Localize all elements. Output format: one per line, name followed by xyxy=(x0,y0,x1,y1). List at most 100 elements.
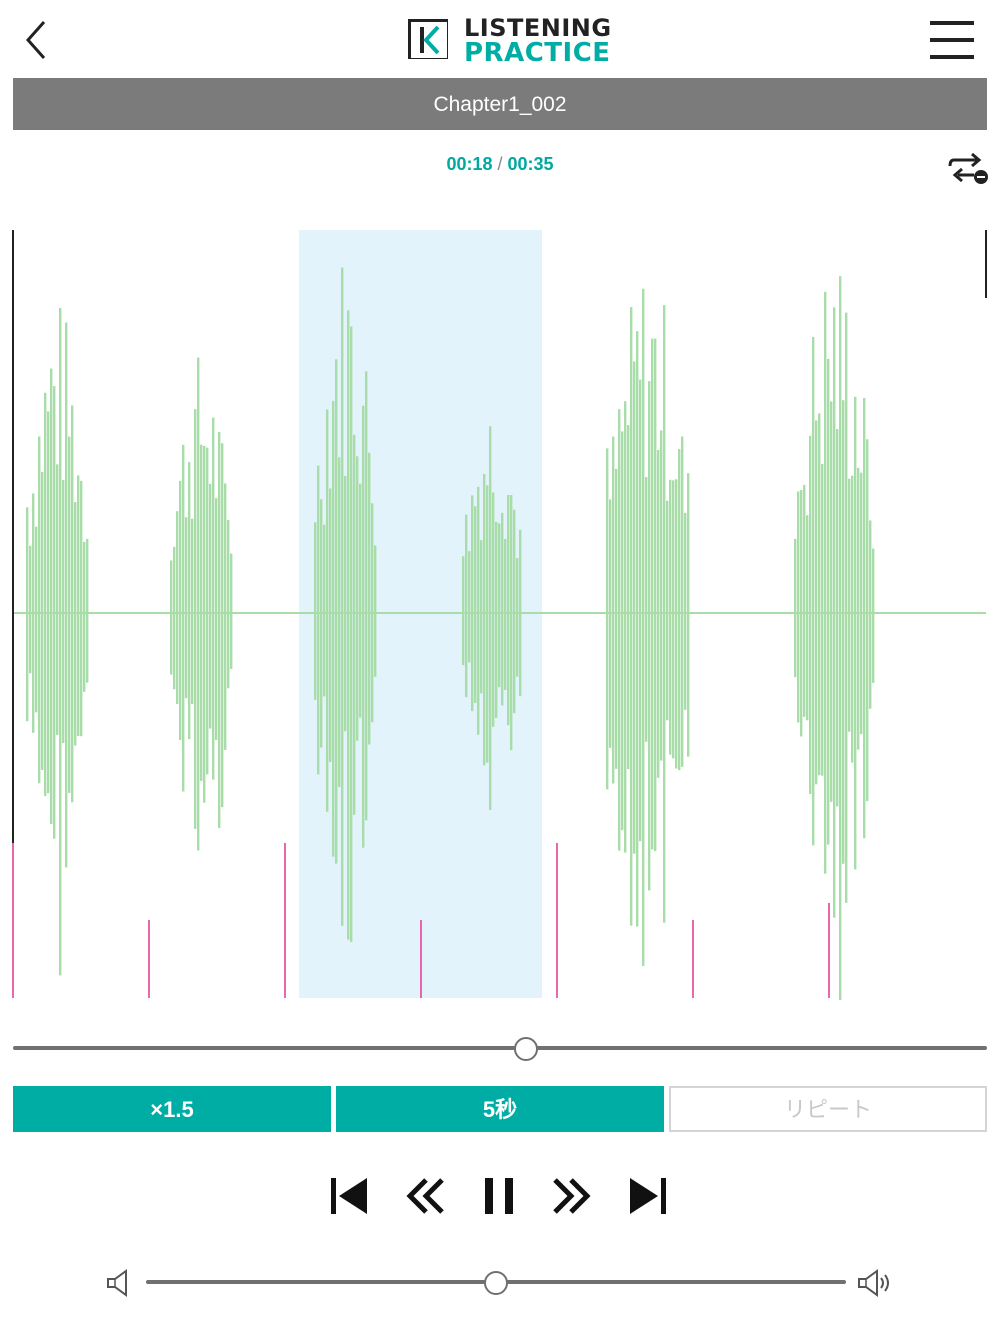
waveform-bar xyxy=(863,398,866,839)
total-time: 00:35 xyxy=(507,154,554,174)
repeat-one-icon xyxy=(948,152,988,184)
waveform-bar xyxy=(182,444,185,792)
waveform-bar xyxy=(507,495,510,726)
waveform-bar xyxy=(221,443,224,808)
waveform-bar xyxy=(329,488,332,762)
volume-thumb[interactable] xyxy=(484,1271,508,1295)
waveform-bar xyxy=(794,538,797,678)
waveform-bar xyxy=(209,483,212,729)
waveform-bar xyxy=(218,431,221,829)
waveform-bar xyxy=(203,445,206,803)
waveform-bar xyxy=(809,435,812,795)
waveform-bar xyxy=(353,434,356,815)
waveform-bar xyxy=(633,361,636,854)
waveform-bar xyxy=(468,551,471,663)
waveform-bar xyxy=(74,502,77,746)
waveform-bar xyxy=(341,267,344,926)
fast-forward-button[interactable] xyxy=(547,1172,595,1220)
skip-next-icon xyxy=(630,1178,666,1214)
waveform-bar xyxy=(374,545,377,677)
waveform-bar xyxy=(335,359,338,864)
waveform-bar xyxy=(675,479,678,769)
waveform-bar xyxy=(47,411,50,794)
waveform-bar xyxy=(666,500,669,721)
waveform-bar xyxy=(836,429,839,807)
skip-next-button[interactable] xyxy=(624,1172,672,1220)
pause-button[interactable] xyxy=(476,1172,524,1220)
waveform-bar xyxy=(83,541,86,692)
waveform-bar xyxy=(471,495,474,712)
waveform-bar xyxy=(642,288,645,967)
waveform-bar xyxy=(80,480,83,737)
seek-bar[interactable] xyxy=(13,1046,987,1050)
rewind-icon xyxy=(406,1178,444,1214)
hamburger-menu-icon xyxy=(930,21,974,59)
repeat-toggle-button[interactable] xyxy=(948,150,990,188)
current-time: 00:18 xyxy=(446,154,493,174)
waveform-bar xyxy=(513,509,516,714)
waveform-bar xyxy=(68,436,71,793)
waveform-bar xyxy=(176,511,179,705)
volume-high-button[interactable] xyxy=(856,1268,896,1298)
waveform-bar xyxy=(636,331,639,927)
waveform-bar xyxy=(654,338,657,852)
playback-speed-button[interactable]: ×1.5 xyxy=(13,1086,331,1132)
waveform-bar xyxy=(480,540,483,694)
waveform-bar xyxy=(188,462,191,740)
waveform-bar xyxy=(681,436,684,767)
waveform-bar xyxy=(851,475,854,763)
track-title: Chapter1_002 xyxy=(13,78,987,130)
waveform-bar xyxy=(860,472,863,735)
waveform-bar xyxy=(326,409,329,812)
waveform-bar xyxy=(866,439,869,802)
volume-low-button[interactable] xyxy=(104,1268,136,1298)
waveform-bar xyxy=(356,456,359,741)
waveform-bar xyxy=(362,405,365,848)
logo-mark-icon xyxy=(408,19,448,59)
waveform-bar xyxy=(872,548,875,683)
waveform-bar xyxy=(215,498,218,741)
waveform-bar xyxy=(365,371,368,821)
menu-button[interactable] xyxy=(928,18,976,62)
waveform-bar xyxy=(483,473,486,766)
waveform-bar xyxy=(621,431,624,831)
waveform-bar xyxy=(504,538,507,691)
back-button[interactable] xyxy=(14,14,64,64)
waveform-bar xyxy=(29,545,32,674)
waveform-bar xyxy=(317,465,320,775)
waveform-bar xyxy=(191,518,194,705)
app-logo: LISTENING PRACTICE xyxy=(406,14,611,66)
fast-forward-icon xyxy=(553,1178,591,1214)
waveform-bar xyxy=(465,514,468,698)
waveform-bar xyxy=(848,478,851,732)
repeat-mode-button[interactable]: リピート xyxy=(669,1086,987,1132)
waveform-bar xyxy=(519,529,522,697)
waveform-bar xyxy=(657,449,660,778)
skip-interval-button[interactable]: 5秒 xyxy=(336,1086,664,1132)
waveform-bar xyxy=(839,276,842,1000)
waveform-bar xyxy=(639,379,642,842)
waveform-bar xyxy=(230,553,233,670)
waveform-bar xyxy=(618,409,621,851)
seek-thumb[interactable] xyxy=(514,1037,539,1061)
waveform-bar xyxy=(627,425,630,770)
volume-high-icon xyxy=(858,1269,889,1297)
waveform-bar xyxy=(32,493,35,733)
waveform-bar xyxy=(824,291,827,874)
waveform-bar xyxy=(86,538,89,683)
waveform-bar xyxy=(624,401,627,853)
rewind-button[interactable] xyxy=(402,1172,450,1220)
waveform-bar xyxy=(815,420,818,785)
skip-previous-button[interactable] xyxy=(325,1172,373,1220)
audio-waveform[interactable] xyxy=(0,228,1000,1000)
waveform-bar xyxy=(651,338,654,850)
waveform-bar xyxy=(71,405,74,803)
waveform-bar xyxy=(347,310,350,940)
waveform-bar xyxy=(498,523,501,688)
waveform-bar xyxy=(173,546,176,690)
waveform-bar xyxy=(170,560,173,675)
waveform-bar xyxy=(194,409,197,829)
waveform-bar xyxy=(806,515,809,721)
time-separator: / xyxy=(497,154,503,174)
waveform-bar xyxy=(332,400,335,857)
